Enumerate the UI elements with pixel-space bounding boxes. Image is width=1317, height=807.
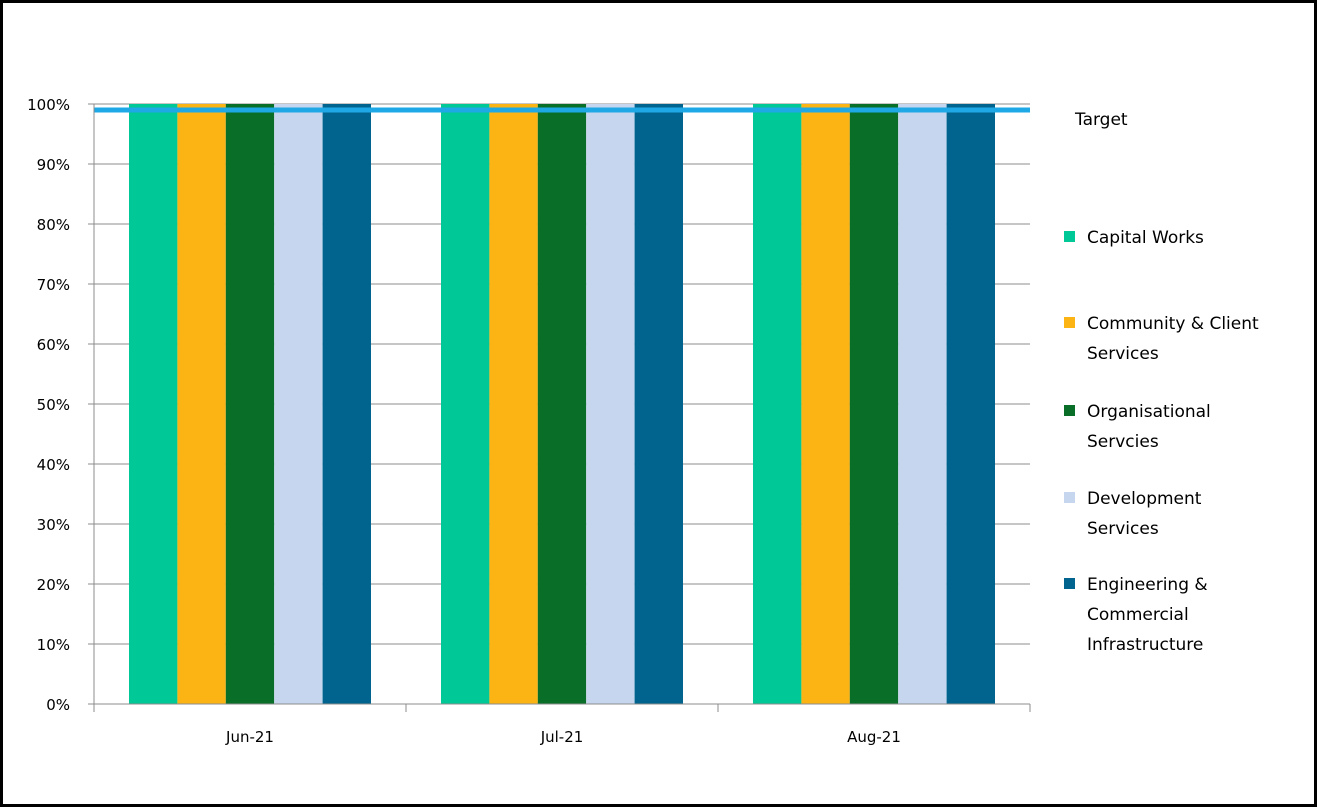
y-tick-label: 20% — [37, 576, 70, 594]
bar — [225, 104, 275, 704]
legend: Target Capital Works Community & Client Ser… — [1064, 110, 1259, 655]
x-tick-label: Jun-21 — [225, 728, 274, 746]
legend-swatch — [1064, 317, 1075, 328]
bar — [489, 104, 538, 704]
y-tick-label: 90% — [37, 156, 70, 174]
bar — [753, 104, 802, 704]
bar — [849, 104, 899, 704]
y-tick-label: 60% — [37, 336, 70, 354]
legend-label: Services — [1087, 344, 1159, 364]
legend-label: Organisational — [1087, 402, 1211, 422]
y-tick-label: 30% — [37, 516, 70, 534]
legend-label: Community & Client — [1087, 314, 1259, 334]
bar — [129, 104, 178, 704]
bar — [322, 104, 371, 704]
axes: 0% 10% 20% 30% 40% 50% 60% 70% 80% 90% 100% Jun-21 J… — [27, 96, 1031, 746]
legend-label: Servcies — [1087, 432, 1159, 452]
legend-label: Infrastructure — [1087, 635, 1203, 655]
y-tick-label: 100% — [27, 96, 70, 114]
bar — [537, 104, 587, 704]
bar — [586, 104, 635, 704]
x-tick-label: Jul-21 — [540, 728, 584, 746]
legend-label: Commercial — [1087, 605, 1189, 625]
legend-swatch — [1064, 492, 1075, 503]
legend-label: Development — [1087, 489, 1202, 509]
y-tick-label: 10% — [37, 636, 70, 654]
bar — [441, 104, 490, 704]
legend-label: Capital Works — [1087, 228, 1204, 248]
legend-swatch — [1064, 231, 1075, 242]
bar — [898, 104, 947, 704]
legend-label-target: Target — [1074, 110, 1128, 130]
y-tick-label: 80% — [37, 216, 70, 234]
bar — [177, 104, 226, 704]
y-tick-label: 40% — [37, 456, 70, 474]
legend-label: Services — [1087, 519, 1159, 539]
x-tick-label: Aug-21 — [847, 728, 901, 746]
y-tick-label: 50% — [37, 396, 70, 414]
bar — [274, 104, 323, 704]
bar — [634, 104, 683, 704]
legend-swatch — [1064, 405, 1075, 416]
legend-label: Engineering & — [1087, 575, 1208, 595]
bars — [129, 104, 995, 704]
y-tick-label: 0% — [46, 696, 70, 714]
bar — [946, 104, 995, 704]
legend-swatch — [1064, 578, 1075, 589]
y-tick-label: 70% — [37, 276, 70, 294]
bar — [801, 104, 850, 704]
